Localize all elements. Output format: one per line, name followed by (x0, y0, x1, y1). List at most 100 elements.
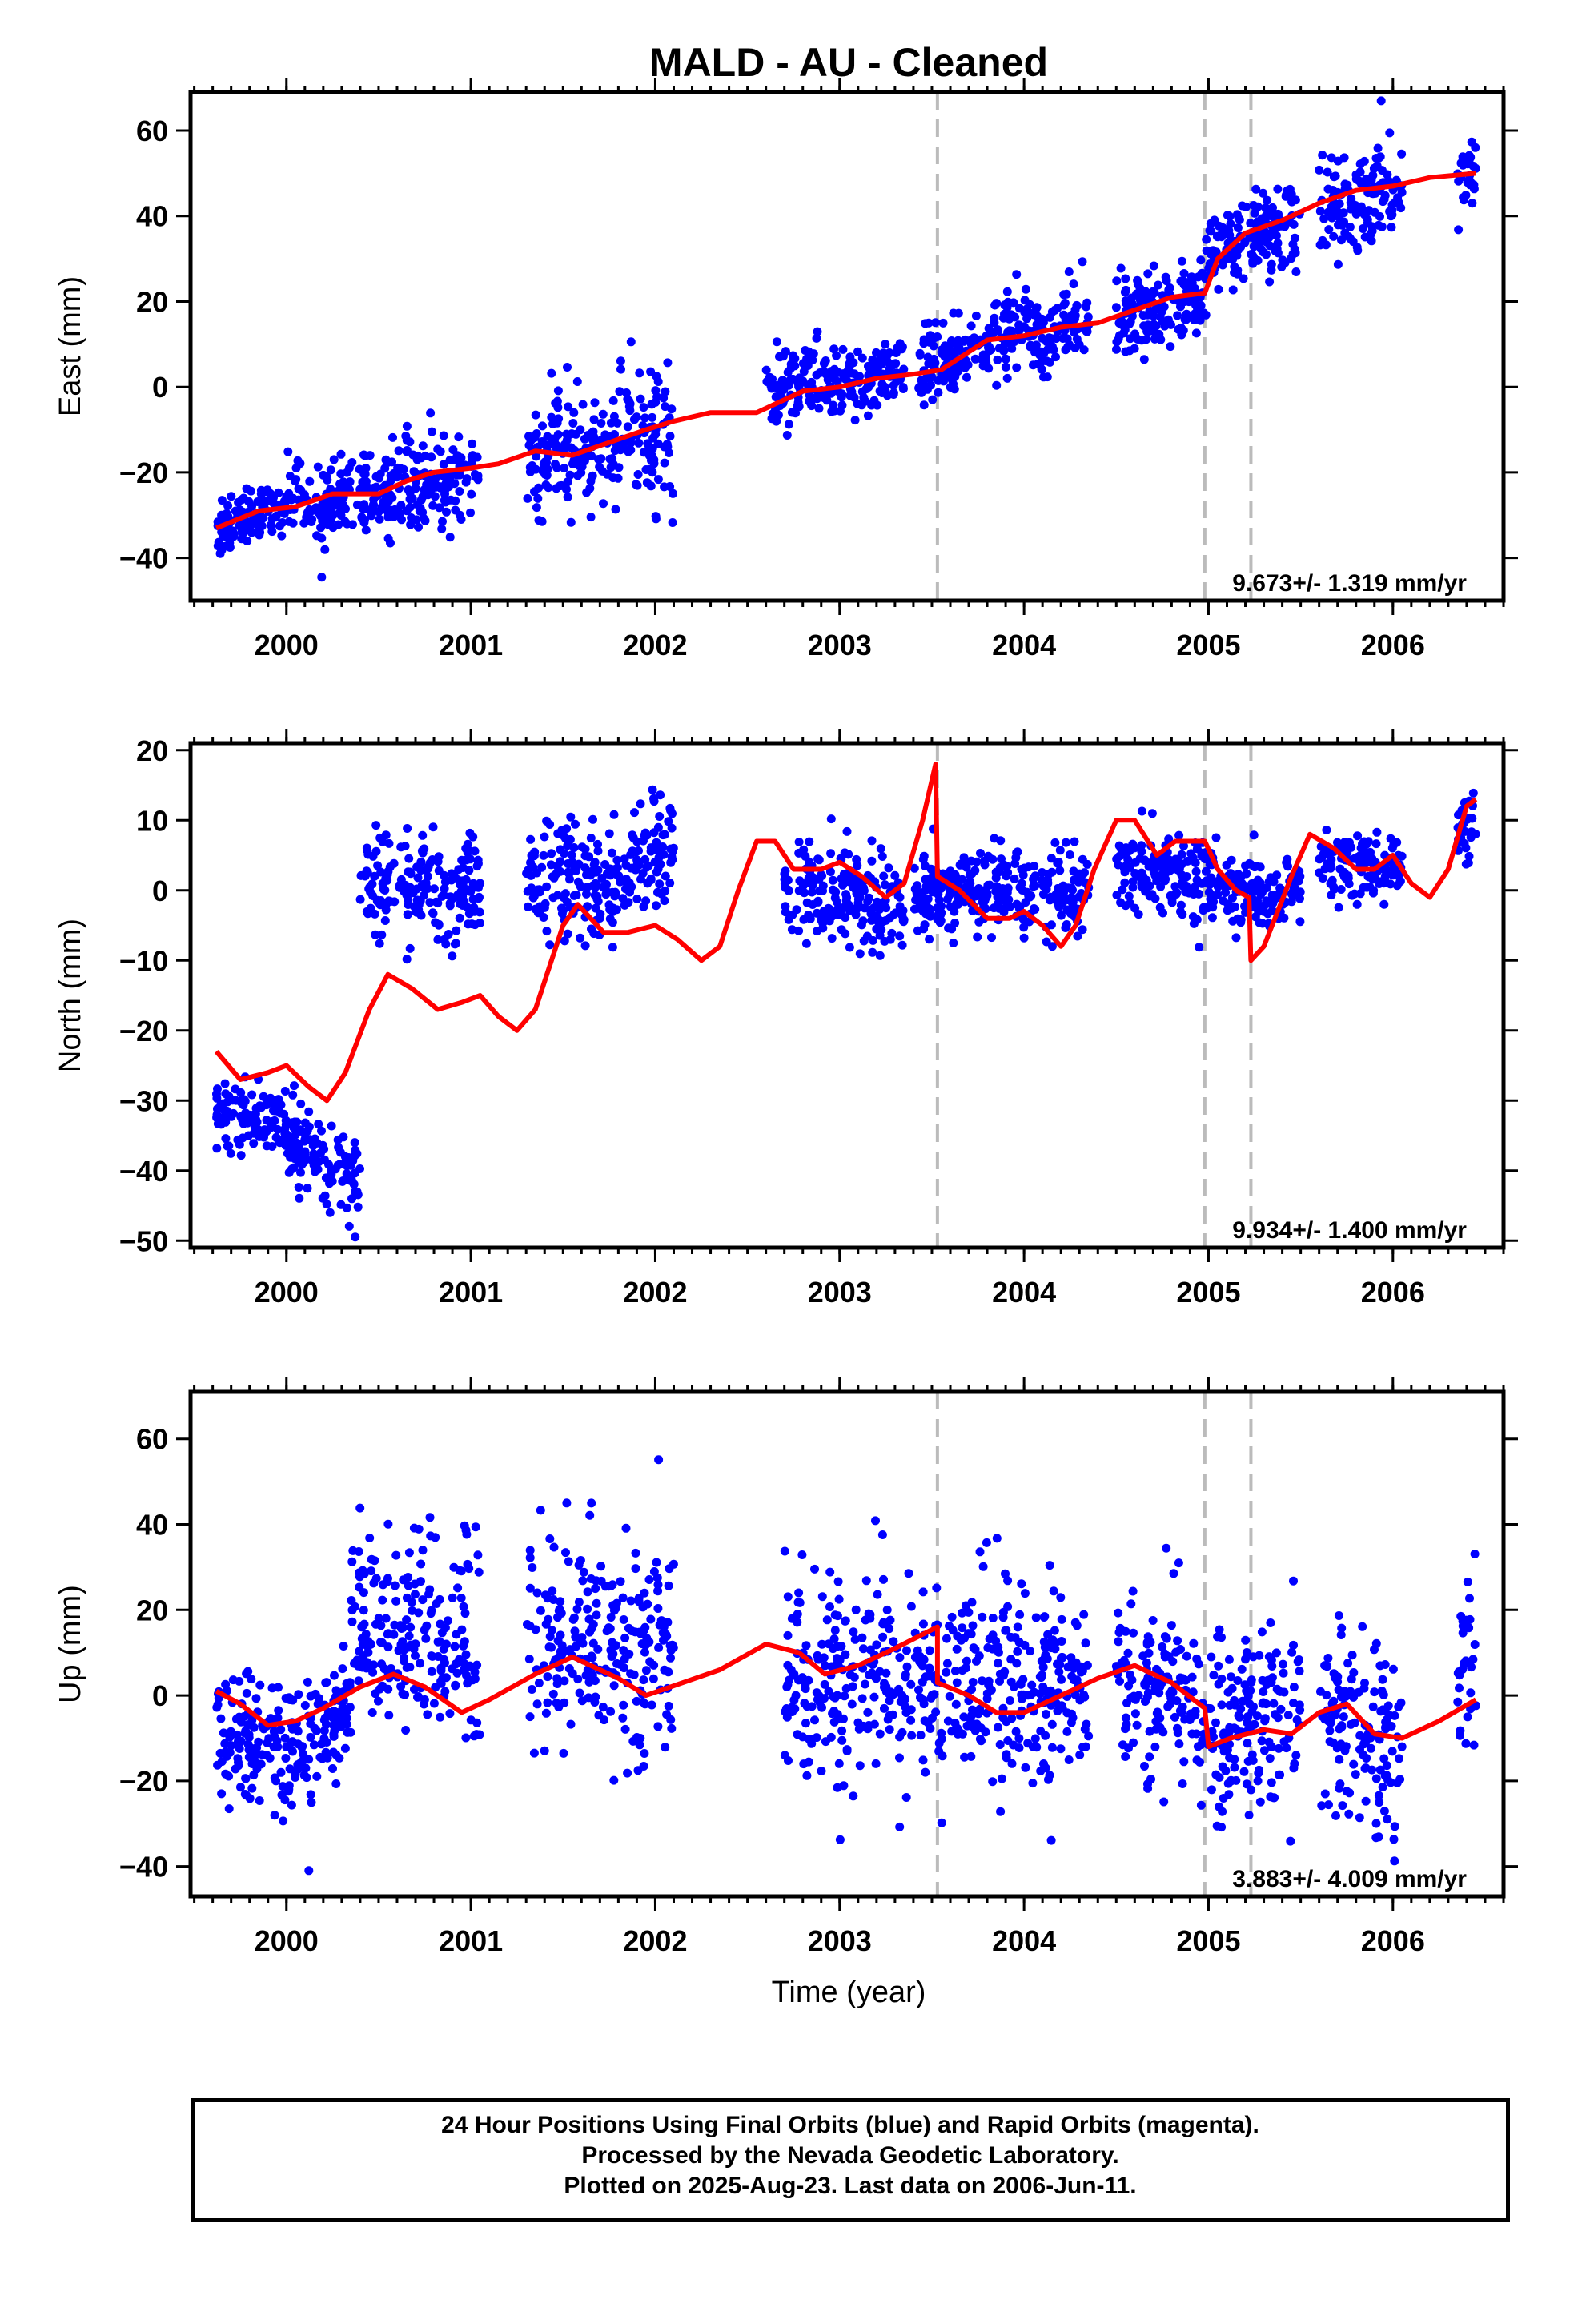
data-point (383, 1642, 393, 1652)
data-point (1148, 1616, 1158, 1625)
data-point (1225, 231, 1235, 240)
y-tick-label: −30 (119, 1084, 168, 1117)
data-point (638, 869, 648, 878)
data-point (342, 1714, 351, 1723)
data-point (252, 1759, 262, 1768)
data-point (964, 1607, 974, 1617)
data-point (1207, 913, 1217, 923)
data-point (871, 1516, 880, 1526)
data-point (240, 1096, 250, 1106)
data-point (322, 1678, 331, 1687)
data-point (1464, 175, 1474, 184)
data-point (561, 834, 571, 843)
data-point (378, 879, 387, 888)
data-point (1057, 1637, 1066, 1646)
data-point (463, 1679, 472, 1688)
data-point (577, 842, 587, 852)
data-point (1129, 1628, 1138, 1638)
data-point (996, 836, 1006, 846)
data-point (653, 1722, 663, 1731)
data-point (404, 900, 413, 909)
data-point (1045, 1771, 1054, 1780)
data-point (813, 327, 822, 336)
data-point (932, 1583, 942, 1593)
data-point (283, 447, 293, 456)
data-point (1339, 870, 1348, 879)
data-point (262, 1751, 271, 1760)
data-point (1166, 891, 1175, 900)
data-point (360, 451, 370, 460)
data-point (445, 533, 455, 542)
data-point (833, 1611, 842, 1621)
data-point (571, 819, 580, 829)
data-point (850, 1634, 860, 1644)
data-point (380, 916, 390, 925)
data-point (795, 876, 805, 886)
data-point (453, 891, 463, 899)
data-point (608, 473, 618, 483)
data-point (606, 1707, 616, 1716)
data-points (212, 785, 1480, 1242)
data-point (411, 1590, 420, 1599)
data-point (1145, 1727, 1154, 1736)
data-point (587, 1498, 596, 1508)
data-point (596, 1562, 606, 1571)
data-point (327, 1121, 336, 1131)
data-point (801, 1641, 811, 1651)
data-point (827, 934, 837, 943)
data-point (945, 1691, 954, 1701)
data-point (307, 517, 316, 526)
data-point (221, 1134, 231, 1144)
data-point (288, 1090, 298, 1100)
data-point (1057, 1675, 1066, 1684)
data-point (863, 1707, 873, 1717)
data-point (818, 919, 828, 928)
data-point (646, 1614, 656, 1624)
data-point (405, 1663, 415, 1672)
data-point (440, 1687, 450, 1696)
data-point (1047, 867, 1057, 877)
data-point (1057, 1614, 1066, 1624)
data-point (361, 464, 370, 473)
data-point (1237, 882, 1247, 891)
data-point (534, 516, 544, 525)
data-point (820, 1679, 829, 1689)
data-point (875, 951, 885, 960)
data-point (634, 1594, 644, 1602)
data-point (982, 1694, 992, 1703)
data-point (661, 1743, 670, 1752)
data-point (962, 372, 971, 382)
data-point (649, 794, 658, 803)
x-tick-label: 2004 (992, 1276, 1056, 1309)
data-point (470, 907, 480, 916)
data-point (855, 372, 865, 381)
data-point (1228, 285, 1238, 295)
data-point (797, 1550, 807, 1559)
data-point (1150, 1742, 1160, 1751)
data-point (861, 1615, 870, 1625)
data-point (1162, 867, 1171, 877)
data-point (1060, 299, 1070, 308)
data-point (1130, 1709, 1140, 1719)
data-point (983, 851, 993, 861)
data-point (451, 873, 460, 883)
data-point (895, 1653, 905, 1663)
data-point (632, 895, 642, 903)
data-point (245, 1794, 255, 1803)
data-point (593, 839, 602, 849)
data-point (1006, 1696, 1014, 1705)
data-point (1114, 1637, 1123, 1647)
data-point (1158, 316, 1167, 326)
data-point (844, 850, 853, 859)
data-point (1114, 1628, 1124, 1637)
data-point (1340, 179, 1350, 189)
data-point (1251, 235, 1260, 245)
data-point (434, 919, 444, 929)
data-point (1030, 1687, 1039, 1697)
y-tick-label: 40 (136, 200, 168, 233)
data-point (255, 1796, 264, 1805)
data-point (459, 899, 468, 908)
data-point (895, 892, 905, 902)
data-point (359, 1606, 368, 1615)
data-point (1162, 1543, 1171, 1553)
